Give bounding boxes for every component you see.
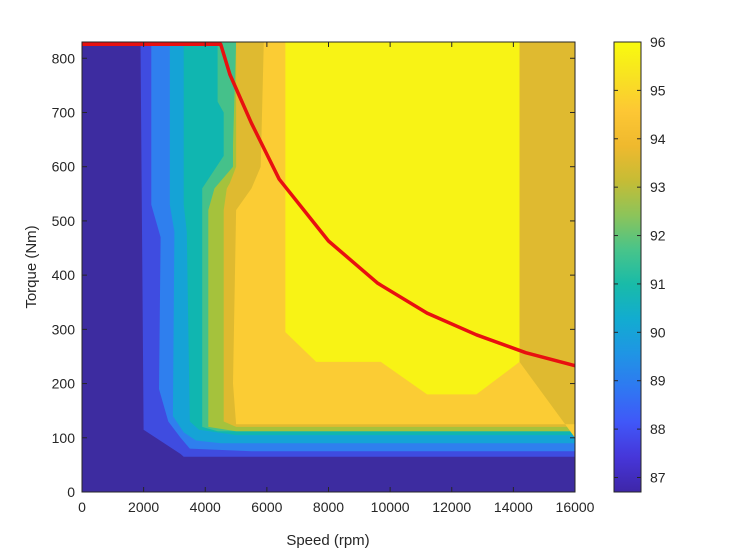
- colorbar-tick-label: 87: [650, 469, 666, 485]
- contour-region-9: [285, 42, 520, 395]
- colorbar-tick-label: 89: [650, 373, 666, 389]
- colorbar-tick-label: 96: [650, 34, 666, 50]
- y-tick-label: 500: [52, 213, 76, 229]
- y-tick-label: 700: [52, 104, 76, 120]
- y-tick-label: 200: [52, 376, 76, 392]
- colorbar-tick-label: 93: [650, 179, 666, 195]
- x-tick-label: 0: [78, 499, 86, 515]
- colorbar: 87 88 89 90 91 92 93 94 95 96: [613, 34, 666, 493]
- x-tick-label: 12000: [432, 499, 471, 515]
- x-tick-label: 2000: [128, 499, 159, 515]
- x-tick-label: 14000: [494, 499, 533, 515]
- x-tick-label: 4000: [190, 499, 221, 515]
- x-tick-label: 6000: [251, 499, 282, 515]
- x-tick-label: 10000: [371, 499, 410, 515]
- y-tick-label: 400: [52, 267, 76, 283]
- y-tick-label: 600: [52, 159, 76, 175]
- x-tick-label: 16000: [556, 499, 595, 515]
- axes: 0 2000 4000 6000 8000 10000 12000 14000 16000 0 10…: [52, 41, 595, 515]
- x-tick-label: 8000: [313, 499, 344, 515]
- colorbar-scale: [613, 41, 642, 493]
- colorbar-tick-label: 95: [650, 82, 666, 98]
- y-tick-label: 100: [52, 430, 76, 446]
- y-tick-label: 300: [52, 321, 76, 337]
- y-tick-label: 800: [52, 50, 76, 66]
- x-axis-label: Speed (rpm): [286, 532, 369, 549]
- y-axis-label: Torque (Nm): [23, 225, 40, 308]
- colorbar-tick-label: 88: [650, 421, 666, 437]
- colorbar-tick-label: 94: [650, 131, 666, 147]
- colorbar-tick-label: 92: [650, 228, 666, 244]
- y-tick-label: 0: [67, 484, 75, 500]
- max-torque-curve: [82, 42, 575, 368]
- contour-regions: [82, 42, 575, 492]
- colorbar-tick-label: 90: [650, 324, 666, 340]
- plot-area: [82, 42, 575, 492]
- colorbar-tick-label: 91: [650, 276, 666, 292]
